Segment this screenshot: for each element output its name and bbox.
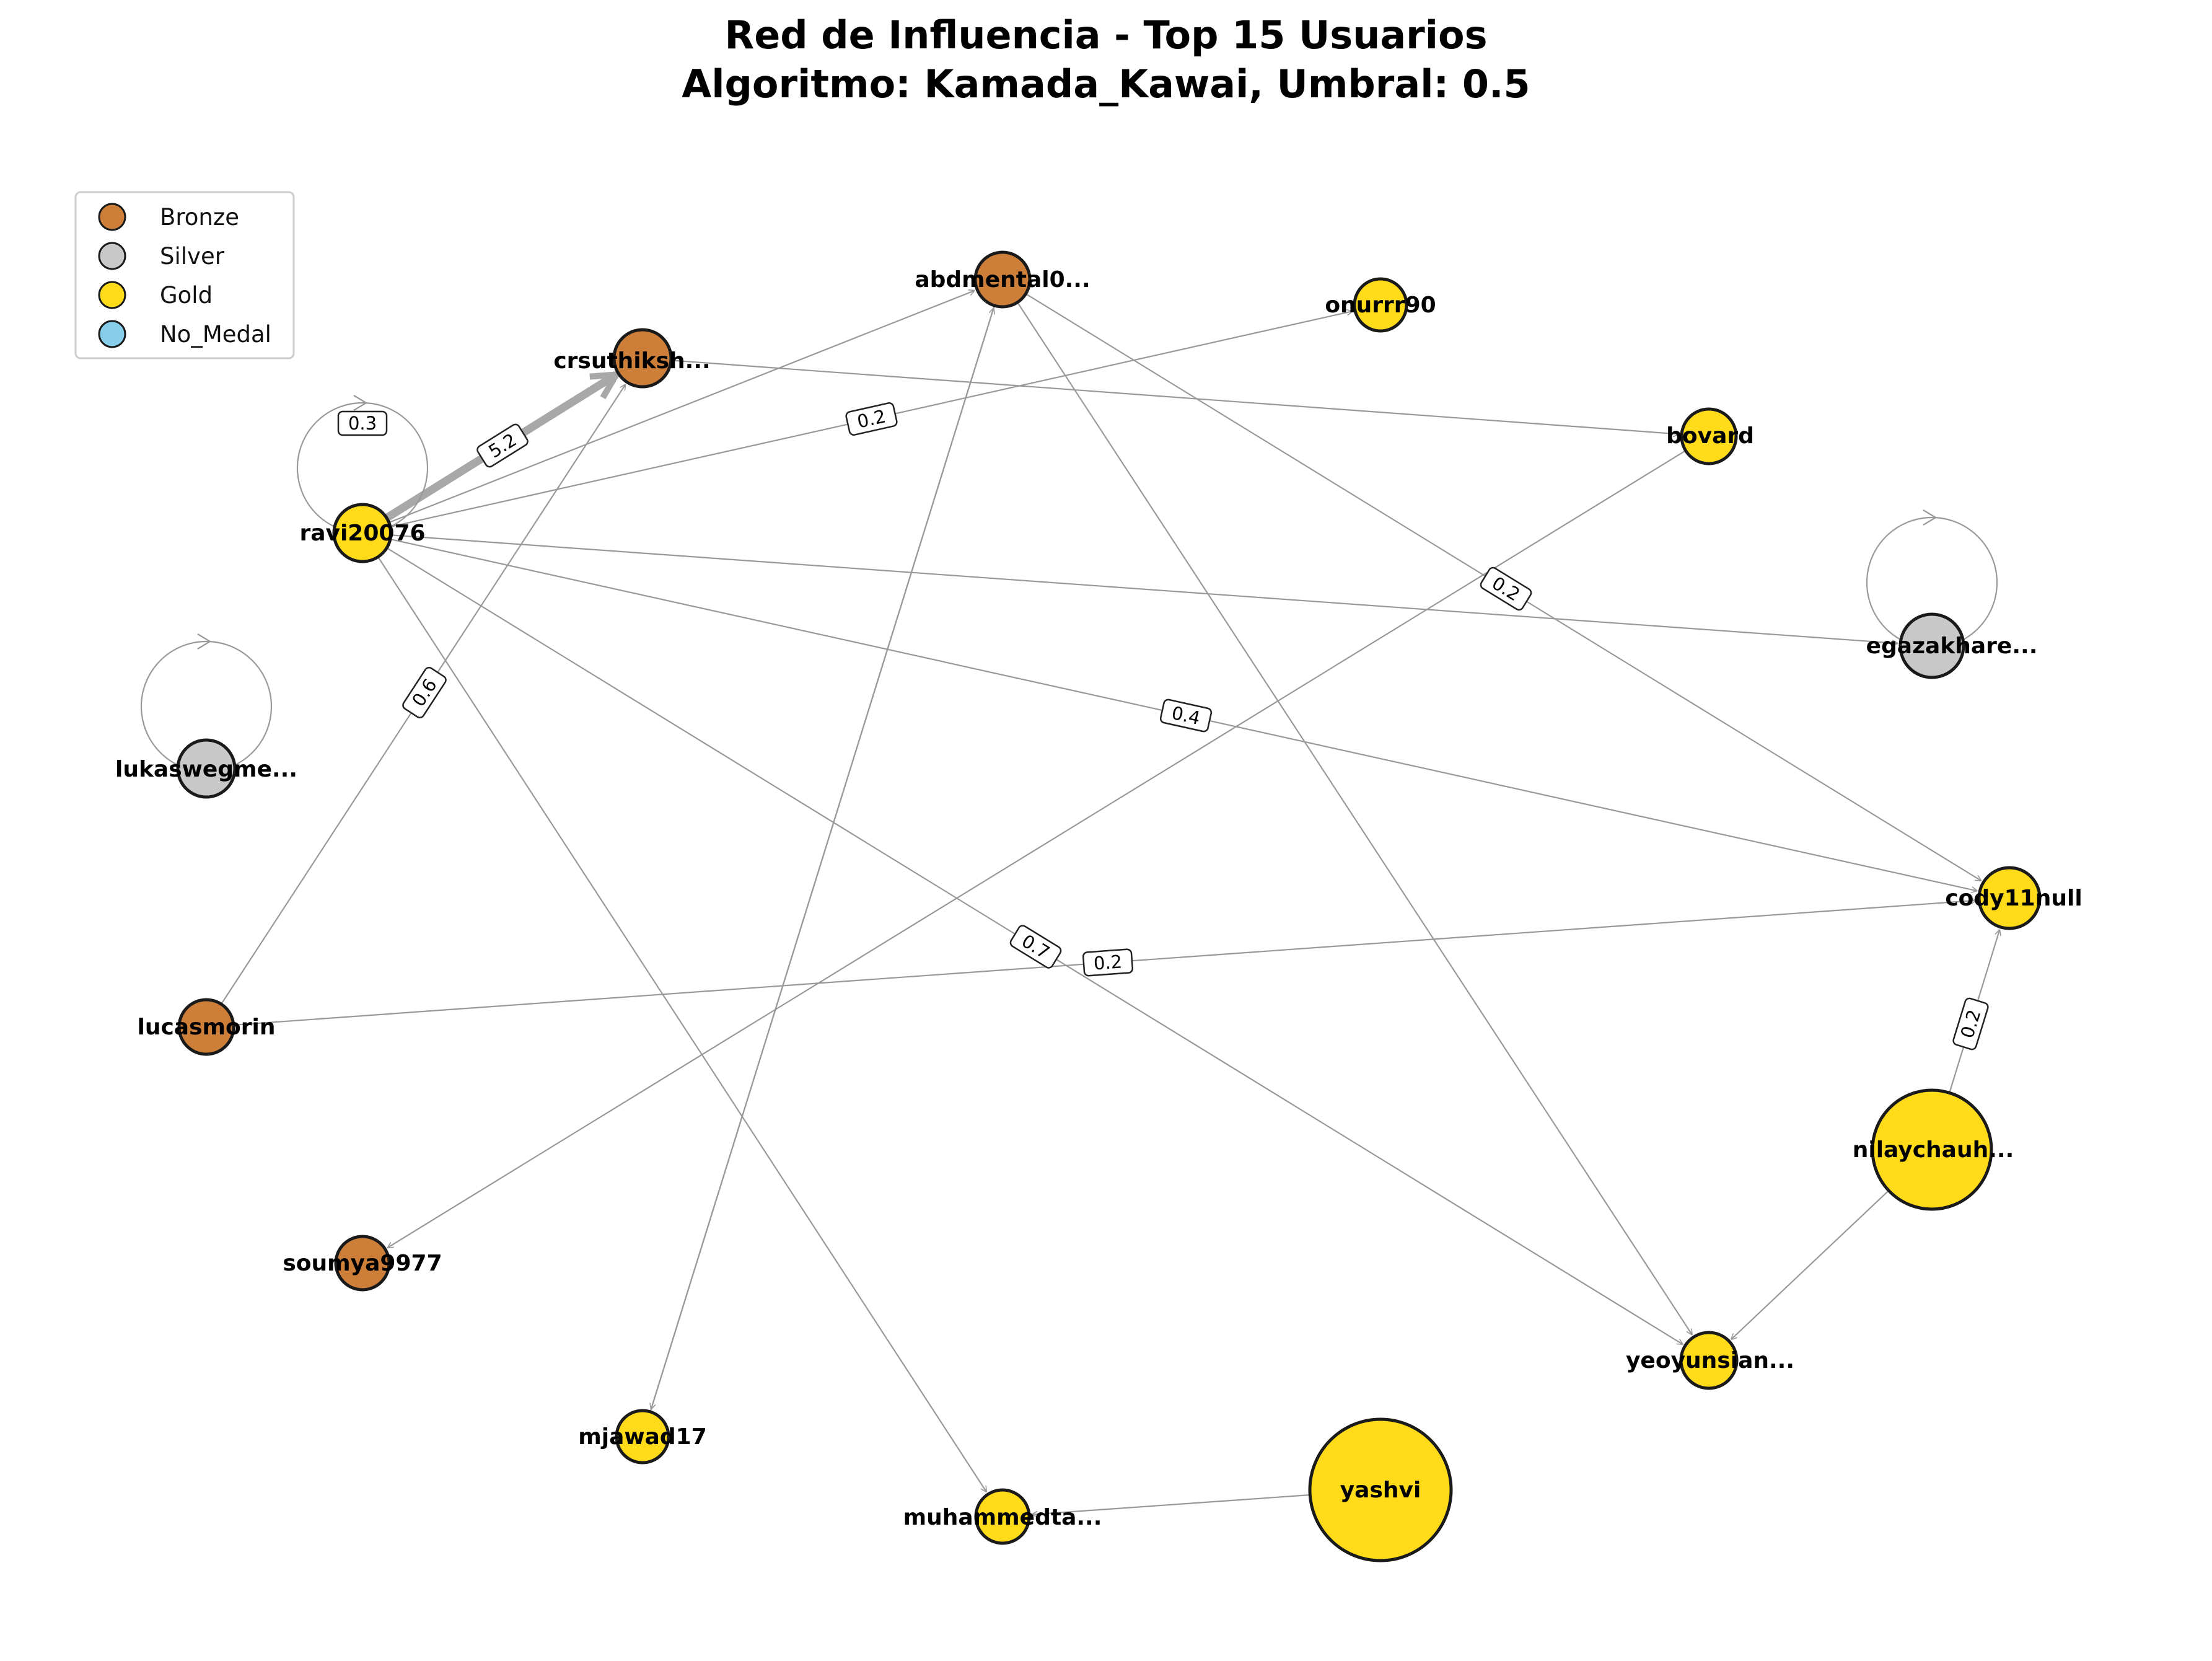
node-label-mjawad17: mjawad17 bbox=[578, 1424, 707, 1450]
edge-crsuthiksh-to-bovard bbox=[670, 359, 1679, 434]
node-label-egazakhare: egazakhare... bbox=[1866, 633, 2038, 659]
edge-ravi20076-to-muhammedta bbox=[377, 556, 986, 1492]
legend-label-gold: Gold bbox=[160, 282, 213, 309]
legend-marker-bronze bbox=[98, 203, 126, 231]
edge-ravi20076-to-onurrr90-weight: 0.2 bbox=[845, 402, 898, 436]
edge-abdmental0-to-cody11null-weight: 0.2 bbox=[1480, 566, 1532, 611]
node-label-muhammedta: muhammedta... bbox=[903, 1505, 1102, 1530]
edge-ravi20076-to-cody11null-weight: 0.4 bbox=[1159, 698, 1213, 733]
edge-nilaychauh-to-cody11null-weight: 0.2 bbox=[1952, 997, 1989, 1051]
legend-label-no_medal: No_Medal bbox=[160, 321, 271, 348]
edge-abdmental0-to-cody11null-weight-box bbox=[1480, 566, 1532, 611]
edge-ravi20076-to-egazakhare bbox=[390, 534, 1898, 643]
nodes-layer bbox=[176, 250, 2042, 1562]
node-soumya9977[interactable] bbox=[334, 1235, 391, 1292]
edge-bovard-to-soumya9977 bbox=[387, 450, 1687, 1249]
figure-title: Red de Influencia - Top 15 Usuarios Algo… bbox=[682, 12, 1530, 107]
edge-ravi20076-to-yeoyunsian-weight-box bbox=[1009, 925, 1062, 969]
node-label-cody11null: cody11null bbox=[1945, 886, 2082, 911]
node-label-crsuthiksh: crsuthiksh... bbox=[553, 348, 710, 374]
node-lucasmorin[interactable] bbox=[177, 998, 235, 1056]
legend-frame bbox=[74, 191, 295, 359]
node-nilaychauh[interactable] bbox=[1871, 1088, 1993, 1211]
edge-lucasmorin-to-crsuthiksh-weight: 0.6 bbox=[402, 666, 447, 719]
edge-lucasmorin-to-cody11null-weight-text: 0.2 bbox=[1093, 951, 1123, 974]
edge-ravi20076-to-cody11null-weight-box bbox=[1159, 698, 1213, 733]
edge-ravi20076-to-ravi20076-weight-text: 0.3 bbox=[348, 413, 377, 434]
node-label-lukaswegme: lukaswegme... bbox=[115, 757, 297, 782]
node-label-yashvi: yashvi bbox=[1340, 1478, 1421, 1503]
edge-nilaychauh-to-cody11null-weight-box bbox=[1952, 997, 1989, 1051]
node-yashvi[interactable] bbox=[1308, 1417, 1453, 1562]
edge-ravi20076-to-onurrr90-weight-box bbox=[845, 402, 898, 436]
edge-abdmental0-to-yeoyunsian bbox=[1017, 302, 1692, 1335]
node-mjawad17[interactable] bbox=[615, 1409, 670, 1465]
edge-mjawad17-to-abdmental0 bbox=[649, 308, 993, 1412]
edge-ravi20076-to-crsuthiksh-arrowhead bbox=[589, 371, 622, 400]
edge-ravi20076-to-ravi20076-weight-box bbox=[337, 410, 388, 436]
node-label-abdmental0: abdmental0... bbox=[915, 267, 1090, 293]
node-label-bovard: bovard bbox=[1666, 423, 1754, 449]
legend: Bronze Silver Gold No_Medal bbox=[74, 191, 295, 359]
edge-lucasmorin-to-crsuthiksh-weight-box bbox=[402, 666, 447, 719]
node-bovard[interactable] bbox=[1680, 407, 1738, 465]
edge-ravi20076-to-ravi20076-weight: 0.3 bbox=[337, 410, 388, 436]
node-abdmental0[interactable] bbox=[973, 250, 1032, 309]
edge-ravi20076-to-crsuthiksh-weight: 5.2 bbox=[476, 423, 529, 468]
node-ravi20076[interactable] bbox=[332, 503, 393, 563]
node-label-onurrr90: onurrr90 bbox=[1325, 293, 1436, 318]
title-line-1: Red de Influencia - Top 15 Usuarios bbox=[724, 12, 1487, 58]
node-crsuthiksh[interactable] bbox=[612, 328, 673, 389]
legend-marker-no_medal bbox=[98, 320, 126, 348]
node-label-lucasmorin: lucasmorin bbox=[138, 1015, 276, 1040]
edge-ravi20076-to-crsuthiksh-weight-box bbox=[476, 423, 529, 468]
node-onurrr90[interactable] bbox=[1353, 277, 1408, 333]
node-label-yeoyunsian: yeoyunsian... bbox=[1626, 1348, 1794, 1373]
node-egazakhare[interactable] bbox=[1898, 612, 1965, 679]
node-cody11null[interactable] bbox=[1977, 866, 2042, 930]
node-labels-layer: abdmental0... onurrr90 crsuthiksh... bovard… bbox=[115, 267, 2083, 1530]
edges-layer bbox=[140, 291, 1999, 1515]
node-label-ravi20076: ravi20076 bbox=[299, 521, 425, 546]
edge-lucasmorin-to-cody11null-weight-box bbox=[1082, 948, 1134, 977]
edge-nilaychauh-to-yeoyunsian bbox=[1731, 1190, 1889, 1339]
legend-label-bronze: Bronze bbox=[160, 204, 239, 231]
edge-yashvi-to-muhammedta bbox=[1032, 1494, 1310, 1515]
node-muhammedta[interactable] bbox=[974, 1488, 1031, 1545]
node-yeoyunsian[interactable] bbox=[1679, 1331, 1739, 1390]
edge-ravi20076-to-abdmental0 bbox=[388, 291, 975, 524]
node-label-nilaychauh: nilaychauh... bbox=[1853, 1137, 2014, 1163]
edge-nilaychauh-to-cody11null-weight-text: 0.2 bbox=[1956, 1007, 1985, 1041]
legend-marker-silver bbox=[98, 242, 126, 270]
edge-labels-layer: 5.2 0.3 0.2 0.4 0.7 0.6 0.2 0.2 0.2 bbox=[337, 402, 1989, 1051]
node-lukaswegme[interactable] bbox=[176, 738, 237, 799]
node-label-soumya9977: soumya9977 bbox=[283, 1251, 442, 1276]
edge-ravi20076-to-yeoyunsian-weight: 0.7 bbox=[1009, 925, 1062, 969]
title-line-2: Algoritmo: Kamada_Kawai, Umbral: 0.5 bbox=[682, 61, 1530, 107]
edge-lucasmorin-to-cody11null-weight: 0.2 bbox=[1082, 948, 1134, 977]
legend-label-silver: Silver bbox=[160, 243, 225, 270]
legend-marker-gold bbox=[98, 281, 126, 309]
legend-items: Bronze Silver Gold No_Medal bbox=[98, 203, 271, 348]
